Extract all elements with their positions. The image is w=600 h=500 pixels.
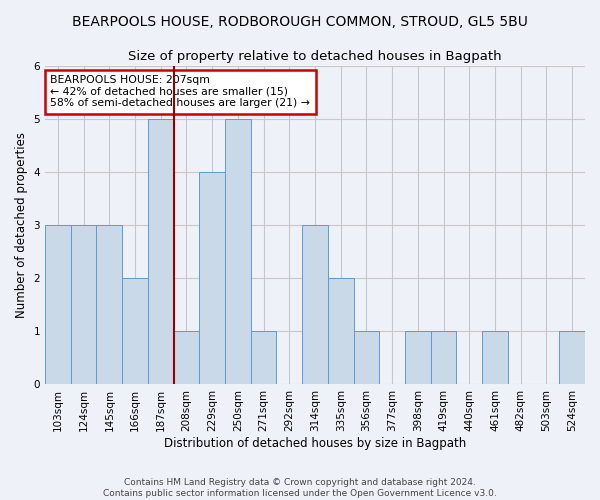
Bar bbox=[405, 332, 431, 384]
Text: BEARPOOLS HOUSE: 207sqm
← 42% of detached houses are smaller (15)
58% of semi-de: BEARPOOLS HOUSE: 207sqm ← 42% of detache… bbox=[50, 75, 310, 108]
Y-axis label: Number of detached properties: Number of detached properties bbox=[15, 132, 28, 318]
Title: Size of property relative to detached houses in Bagpath: Size of property relative to detached ho… bbox=[128, 50, 502, 63]
Bar bbox=[431, 332, 457, 384]
Bar bbox=[482, 332, 508, 384]
Bar bbox=[173, 332, 199, 384]
Text: Contains HM Land Registry data © Crown copyright and database right 2024.
Contai: Contains HM Land Registry data © Crown c… bbox=[103, 478, 497, 498]
Bar bbox=[251, 332, 277, 384]
Bar bbox=[71, 225, 97, 384]
Bar bbox=[97, 225, 122, 384]
Bar bbox=[199, 172, 225, 384]
Bar bbox=[45, 225, 71, 384]
Text: BEARPOOLS HOUSE, RODBOROUGH COMMON, STROUD, GL5 5BU: BEARPOOLS HOUSE, RODBOROUGH COMMON, STRO… bbox=[72, 15, 528, 29]
X-axis label: Distribution of detached houses by size in Bagpath: Distribution of detached houses by size … bbox=[164, 437, 466, 450]
Bar bbox=[122, 278, 148, 384]
Bar bbox=[302, 225, 328, 384]
Bar bbox=[225, 118, 251, 384]
Bar bbox=[353, 332, 379, 384]
Bar bbox=[148, 118, 173, 384]
Bar bbox=[559, 332, 585, 384]
Bar bbox=[328, 278, 353, 384]
